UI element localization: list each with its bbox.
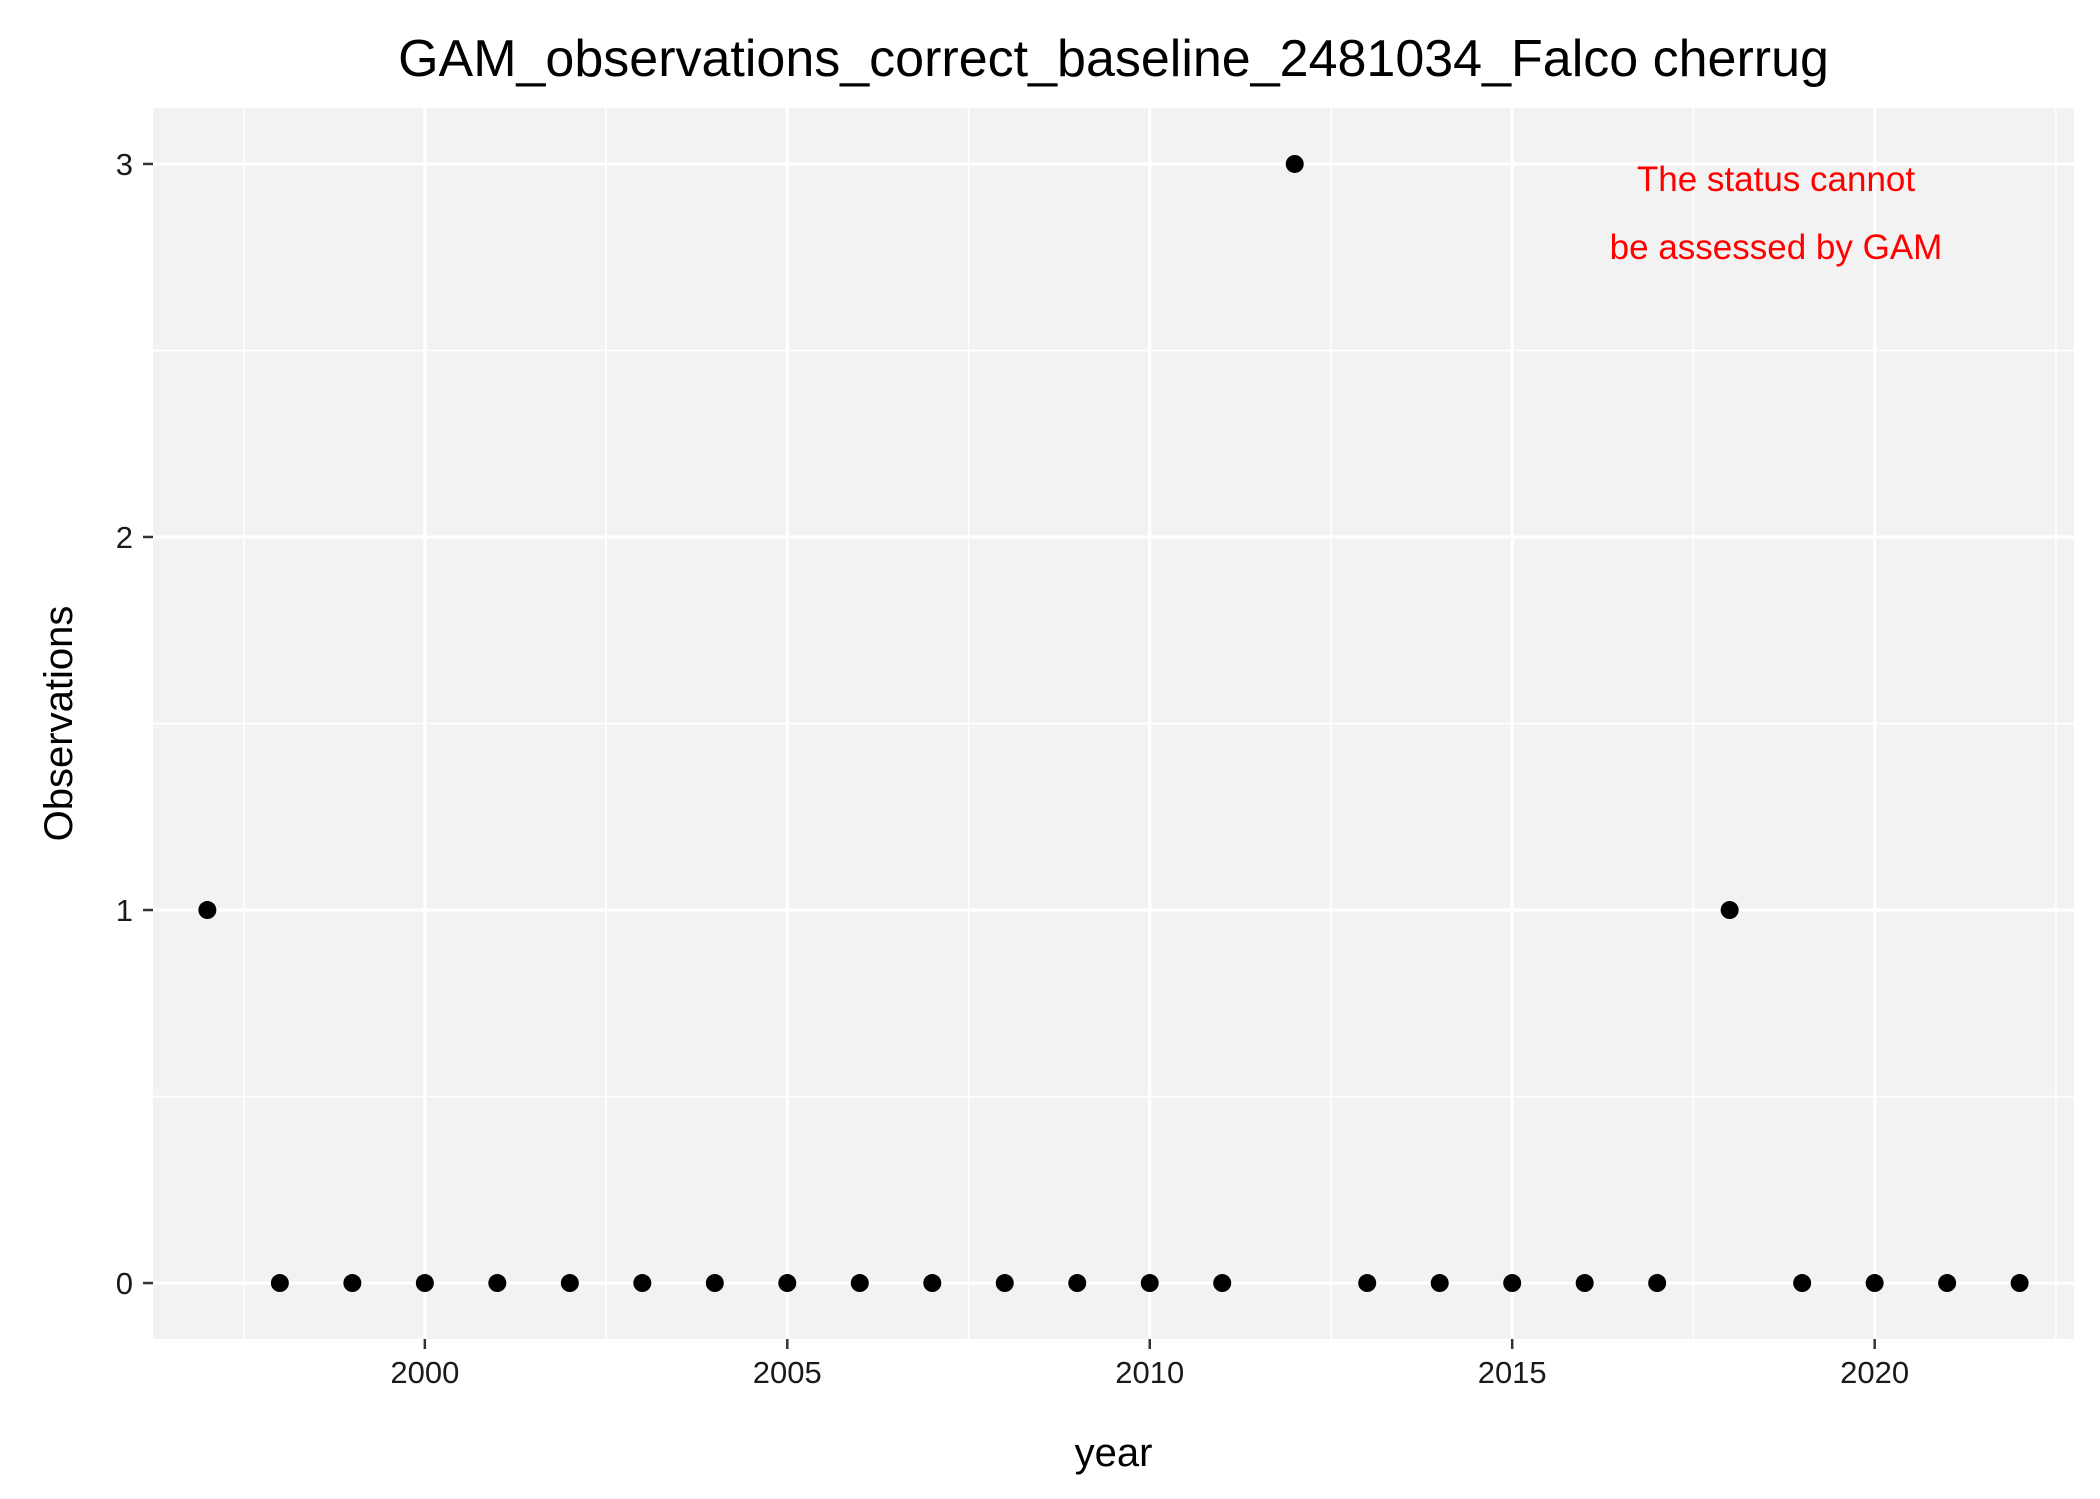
data-point: [415, 1274, 434, 1293]
x-axis: 2000 2005 2010 2015 2020: [390, 1339, 1909, 1390]
data-point: [850, 1274, 869, 1293]
chart-title: GAM_observations_correct_baseline_248103…: [398, 30, 1829, 88]
data-point: [1430, 1274, 1449, 1293]
data-point: [1068, 1274, 1087, 1293]
major-gridlines: [153, 108, 2074, 1339]
data-point: [270, 1274, 289, 1293]
x-tick-label: 2005: [753, 1355, 822, 1390]
data-point: [488, 1274, 507, 1293]
y-tick-label: 1: [116, 893, 133, 928]
data-point: [1140, 1274, 1159, 1293]
data-point: [1503, 1274, 1522, 1293]
data-point: [1358, 1274, 1377, 1293]
data-point: [1285, 154, 1304, 173]
status-annotation: The status cannot be assessed by GAM: [1610, 160, 1943, 267]
data-point: [1213, 1274, 1232, 1293]
y-axis-title: Observations: [37, 606, 81, 842]
data-point: [1575, 1274, 1594, 1293]
y-tick-label: 0: [116, 1266, 133, 1301]
minor-gridlines: [153, 108, 2074, 1339]
x-tick-label: 2015: [1478, 1355, 1547, 1390]
data-point: [995, 1274, 1014, 1293]
data-point: [2010, 1274, 2029, 1293]
annotation-line: be assessed by GAM: [1610, 228, 1943, 267]
x-tick-label: 2020: [1840, 1355, 1909, 1390]
data-point: [343, 1274, 362, 1293]
y-tick-label: 2: [116, 520, 133, 555]
data-point: [1720, 901, 1739, 920]
annotation-line: The status cannot: [1637, 160, 1915, 199]
x-axis-title: year: [1075, 1431, 1153, 1475]
data-point: [923, 1274, 942, 1293]
y-tick-label: 3: [116, 147, 133, 182]
x-tick-label: 2010: [1115, 1355, 1184, 1390]
data-points: [198, 154, 2029, 1293]
data-point: [1648, 1274, 1667, 1293]
data-point: [778, 1274, 797, 1293]
y-axis: 0 1 2 3: [116, 147, 153, 1301]
data-point: [705, 1274, 724, 1293]
data-point: [1938, 1274, 1957, 1293]
data-point: [1793, 1274, 1812, 1293]
data-point: [1865, 1274, 1884, 1293]
data-point: [633, 1274, 652, 1293]
x-tick-label: 2000: [390, 1355, 459, 1390]
data-point: [560, 1274, 579, 1293]
data-point: [198, 901, 217, 920]
